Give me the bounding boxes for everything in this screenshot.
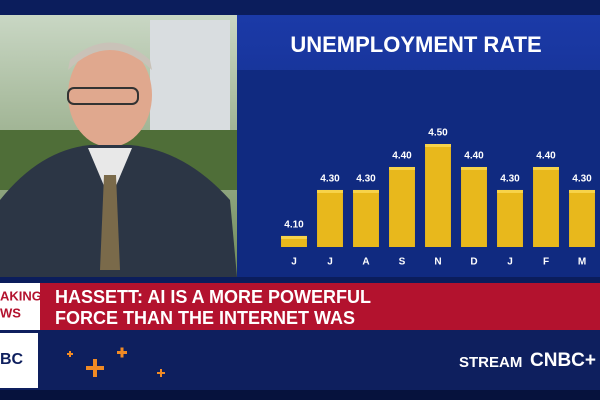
headline: HASSETT: AI IS A MORE POWERFUL — [55, 287, 371, 307]
headline: FORCE THAN THE INTERNET WAS — [55, 308, 355, 328]
value-label: 4.30 — [356, 174, 376, 185]
value-label: 4.10 — [284, 220, 304, 231]
bar-cap — [281, 235, 307, 239]
bar — [569, 189, 595, 247]
logo-box — [0, 333, 38, 388]
logo: BC — [0, 351, 24, 368]
bar — [389, 166, 415, 247]
value-label: 4.40 — [536, 151, 556, 162]
bar — [281, 235, 307, 247]
value-label: 4.30 — [320, 174, 340, 185]
bar-cap — [569, 189, 595, 193]
value-label: 4.40 — [464, 151, 484, 162]
x-tick-label: J — [327, 257, 333, 268]
bottom-strip — [0, 390, 600, 400]
bar-cap — [533, 166, 559, 170]
x-tick-label: N — [434, 257, 441, 268]
x-tick-label: F — [543, 257, 549, 268]
video-feed — [0, 15, 237, 277]
value-label: 4.50 — [428, 128, 448, 139]
bar — [353, 189, 379, 247]
value-label: 4.30 — [572, 174, 592, 185]
bar-cap — [497, 189, 523, 193]
bar-cap — [353, 189, 379, 193]
tag-box — [0, 283, 40, 330]
x-tick-label: J — [291, 257, 297, 268]
bar — [317, 189, 343, 247]
bar-cap — [461, 166, 487, 170]
bar-cap — [425, 144, 451, 147]
x-tick-label: A — [362, 257, 369, 268]
headline-band — [40, 283, 600, 330]
tag-line: WS — [0, 305, 21, 320]
bar — [461, 166, 487, 247]
bar — [533, 166, 559, 247]
bar — [425, 144, 451, 247]
tag-line: AKING — [0, 288, 42, 303]
x-tick-label: D — [470, 257, 477, 268]
bar — [497, 189, 523, 247]
x-tick-label: M — [578, 257, 586, 268]
bar-cap — [317, 189, 343, 193]
value-label: 4.30 — [500, 174, 520, 185]
bar-cap — [389, 166, 415, 170]
ticker-bar — [0, 330, 600, 390]
value-label: 4.40 — [392, 151, 412, 162]
stream-label: STREAM — [459, 354, 522, 371]
brand: CNBC+ — [530, 350, 596, 371]
x-tick-label: J — [507, 257, 513, 268]
x-tick-label: S — [399, 257, 406, 268]
chart-title: UNEMPLOYMENT RATE — [290, 32, 541, 57]
decor-plus — [67, 347, 165, 377]
